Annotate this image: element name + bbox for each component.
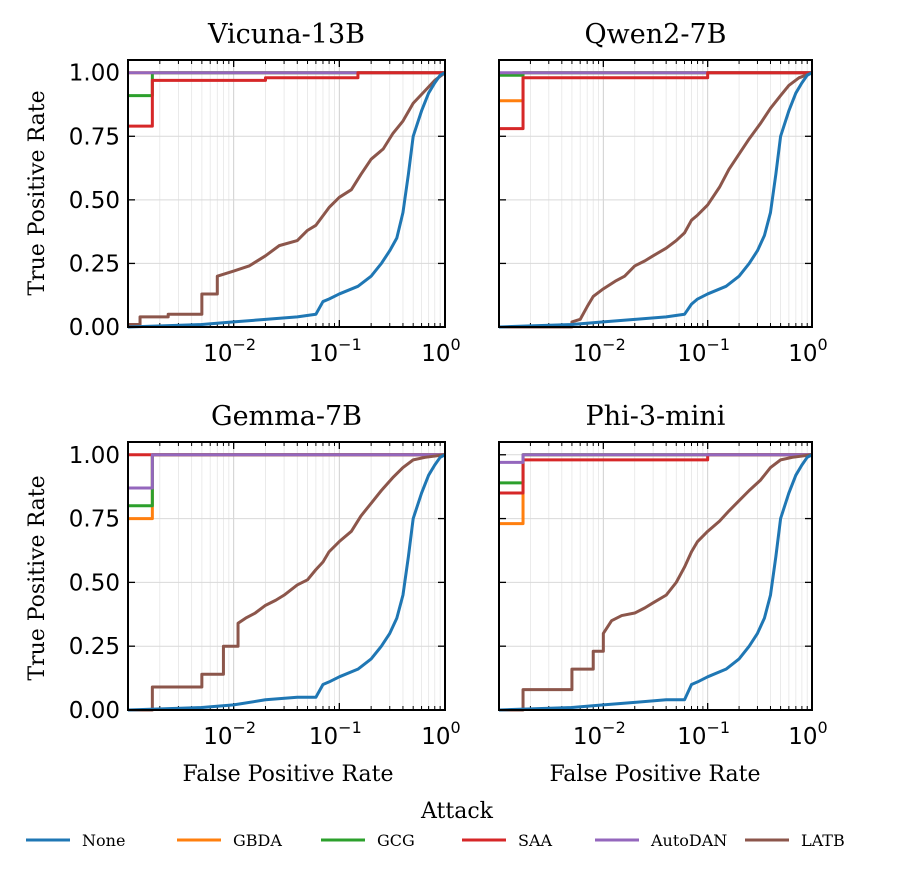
- series-line-latb: [128, 71, 445, 326]
- series-line-gbda: [499, 453, 812, 526]
- series-group: [128, 453, 445, 712]
- y-tick-label: 1.00: [69, 443, 120, 469]
- legend-title: Attack: [420, 799, 494, 824]
- series-line-gbda: [128, 453, 445, 521]
- series-line-saa: [128, 71, 445, 128]
- x-axis-label-right: False Positive Rate: [549, 762, 760, 787]
- x-tick-label: 10−1: [677, 335, 730, 367]
- x-tick-label: 100: [421, 335, 460, 367]
- plot-frame: [498, 59, 813, 328]
- series-line-gcg: [128, 71, 445, 98]
- x-tick-label: 10−2: [573, 335, 626, 367]
- panel-vicuna-13b: 0.00 0.25 0.50 0.75 1.00 10−2 10−1 100 Vicuna-13…: [69, 19, 461, 367]
- x-tick-label: 10−1: [309, 718, 362, 750]
- series-line-none: [128, 453, 445, 712]
- series-line-autodan: [128, 453, 445, 490]
- panel-gemma-7b: 0.00 0.25 0.50 0.75 1.00 10−2 10−1 100 Gemma-7B: [69, 401, 461, 750]
- legend: Attack None GBDA GCG SAA AutoDAN LATB: [26, 799, 845, 850]
- y-tick-label: 0.75: [69, 124, 120, 150]
- series-line-latb: [128, 453, 445, 712]
- series-line-latb: [499, 453, 812, 712]
- y-tick-label: 0.75: [69, 507, 120, 533]
- y-tick-label: 1.00: [69, 61, 120, 87]
- series-line-none: [499, 453, 812, 712]
- x-tick-label: 100: [788, 718, 827, 750]
- y-tick-label: 0.25: [69, 634, 120, 660]
- series-line-saa: [499, 71, 812, 131]
- y-tick-label: 0.50: [69, 570, 120, 596]
- x-tick-label: 100: [421, 718, 460, 750]
- y-tick-label: 0.00: [69, 315, 120, 341]
- plot-frame: [498, 441, 813, 711]
- series-group: [499, 453, 812, 712]
- legend-label-gcg: GCG: [377, 831, 415, 850]
- panel-title-gemma-7b: Gemma-7B: [211, 401, 362, 432]
- series-line-none: [128, 71, 445, 329]
- series-line-gcg: [128, 453, 445, 508]
- y-axis-label-top: True Positive Rate: [25, 90, 50, 295]
- legend-label-none: None: [82, 831, 125, 850]
- series-line-none: [499, 71, 812, 329]
- y-tick-label: 0.25: [69, 251, 120, 277]
- x-axis-label-left: False Positive Rate: [182, 762, 393, 787]
- series-line-latb: [499, 71, 812, 329]
- x-tick-label: 10−1: [677, 718, 730, 750]
- panel-title-phi-3-mini: Phi-3-mini: [586, 401, 726, 432]
- plot-frame: [127, 441, 446, 711]
- x-tick-label: 10−2: [203, 718, 256, 750]
- series-line-autodan: [499, 453, 812, 464]
- series-group: [128, 71, 445, 329]
- series-group: [499, 71, 812, 329]
- panel-title-vicuna-13b: Vicuna-13B: [207, 19, 365, 50]
- y-axis-label-bottom: True Positive Rate: [25, 475, 50, 680]
- y-tick-label: 0.00: [69, 698, 120, 724]
- legend-label-gbda: GBDA: [233, 831, 282, 850]
- panel-qwen2-7b: 10−2 10−1 100 Qwen2-7B: [498, 19, 828, 367]
- plot-frame: [127, 59, 446, 328]
- x-tick-label: 10−2: [203, 335, 256, 367]
- x-tick-label: 10−1: [309, 335, 362, 367]
- panel-title-qwen2-7b: Qwen2-7B: [585, 19, 727, 50]
- x-tick-label: 10−2: [573, 718, 626, 750]
- panel-phi-3-mini: 10−2 10−1 100 Phi-3-mini: [498, 401, 828, 750]
- x-tick-label: 100: [788, 335, 827, 367]
- legend-label-saa: SAA: [518, 831, 553, 850]
- legend-label-latb: LATB: [801, 831, 845, 850]
- y-tick-label: 0.50: [69, 188, 120, 214]
- legend-label-autodan: AutoDAN: [650, 831, 727, 850]
